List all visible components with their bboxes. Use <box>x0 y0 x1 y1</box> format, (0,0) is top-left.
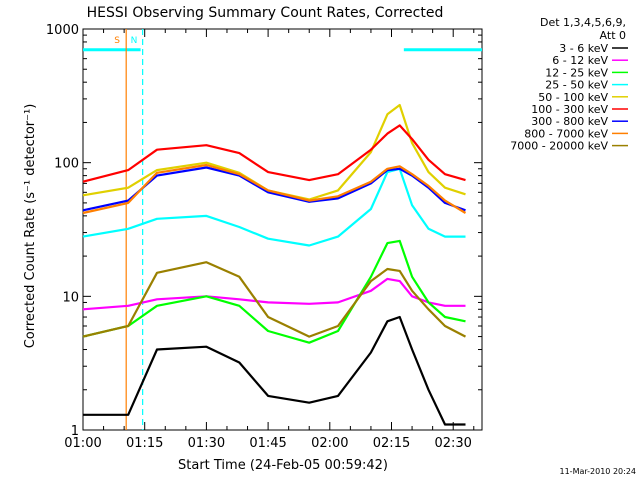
x-tick-label: 02:30 <box>434 436 471 451</box>
series-line-7 <box>82 166 466 212</box>
x-axis-label: Start Time (24-Feb-05 00:59:42) <box>178 458 388 473</box>
legend-header: Att 0 <box>600 29 626 42</box>
annotation-label: N <box>131 36 138 46</box>
legend-label: 3 - 6 keV <box>559 42 608 55</box>
timestamp: 11-Mar-2010 20:24 <box>560 467 637 476</box>
x-tick-label: 02:15 <box>373 436 410 451</box>
y-axis-label: Corrected Count Rate (s⁻¹ detector⁻¹) <box>23 104 38 349</box>
series-line-1 <box>83 315 466 426</box>
legend-label: 100 - 300 keV <box>531 103 608 116</box>
x-tick-label: 01:45 <box>249 436 286 451</box>
x-tick-label: 01:00 <box>64 436 101 451</box>
series-line-3 <box>82 239 466 344</box>
legend-label: 50 - 100 keV <box>538 91 608 104</box>
series-line-5 <box>82 103 466 201</box>
x-tick-label: 01:30 <box>188 436 225 451</box>
y-tick-label: 1 <box>71 424 79 439</box>
legend-label: 12 - 25 keV <box>545 66 608 79</box>
legend-label: 800 - 7000 keV <box>524 127 608 140</box>
x-tick-label: 01:15 <box>126 436 163 451</box>
legend-label: 25 - 50 keV <box>545 79 608 92</box>
annotation-label: S <box>114 36 120 46</box>
legend-label: 300 - 800 keV <box>531 115 608 128</box>
legend-header: Det 1,3,4,5,6,9, <box>540 16 626 29</box>
series-line-4 <box>82 167 466 247</box>
plot-area: 1 10 100 1000 01:00 01:15 01:30 01:45 02:00 02:15… <box>46 23 483 451</box>
series-line-8 <box>82 163 467 215</box>
y-tick-label: 100 <box>54 157 79 172</box>
legend-label: 6 - 12 keV <box>552 54 608 67</box>
y-tick-label: 10 <box>62 290 79 305</box>
series-line-9 <box>82 261 467 338</box>
chart-title: HESSI Observing Summary Count Rates, Cor… <box>87 5 444 21</box>
legend-label: 7000 - 20000 keV <box>510 140 608 153</box>
y-tick-label: 1000 <box>46 23 79 38</box>
x-tick-label: 02:00 <box>311 436 348 451</box>
series-line-6 <box>82 124 466 183</box>
plot-frame <box>82 28 483 431</box>
series-line-2 <box>82 277 466 311</box>
